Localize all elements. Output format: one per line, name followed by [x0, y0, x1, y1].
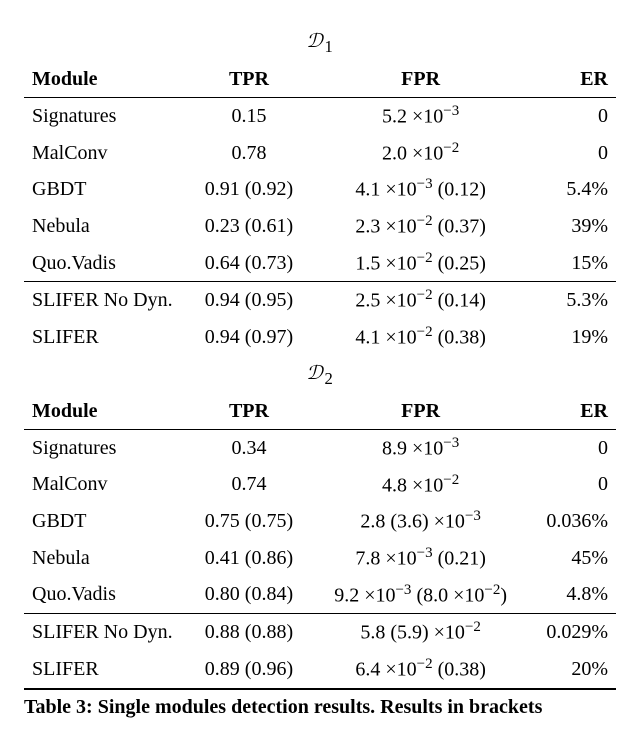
- column-header: TPR: [184, 394, 314, 430]
- column-header: Module: [24, 62, 184, 98]
- table-row: SLIFER No Dyn.0.94 (0.95)2.5 ×10−2 (0.14…: [24, 282, 616, 319]
- cell-er: 20%: [527, 651, 616, 689]
- cell-er: 5.4%: [527, 171, 616, 208]
- cell-tpr: 0.64 (0.73): [184, 245, 314, 282]
- cell-module: Nebula: [24, 540, 184, 577]
- table-body: 𝒟1ModuleTPRFPRERSignatures0.155.2 ×10−30…: [24, 24, 616, 689]
- cell-module: Quo.Vadis: [24, 245, 184, 282]
- table-row: MalConv0.782.0 ×10−20: [24, 135, 616, 172]
- cell-er: 0.036%: [527, 503, 616, 540]
- column-header: FPR: [314, 62, 527, 98]
- section-title: 𝒟2: [24, 356, 616, 394]
- cell-er: 0: [527, 467, 616, 504]
- cell-tpr: 0.23 (0.61): [184, 208, 314, 245]
- table-row: SLIFER0.94 (0.97)4.1 ×10−2 (0.38)19%: [24, 319, 616, 356]
- column-header: TPR: [184, 62, 314, 98]
- cell-fpr: 2.0 ×10−2: [314, 135, 527, 172]
- cell-tpr: 0.78: [184, 135, 314, 172]
- table-row: SLIFER0.89 (0.96)6.4 ×10−2 (0.38)20%: [24, 651, 616, 689]
- table-header-row: ModuleTPRFPRER: [24, 62, 616, 98]
- table-row: Quo.Vadis0.80 (0.84)9.2 ×10−3 (8.0 ×10−2…: [24, 577, 616, 614]
- cell-module: MalConv: [24, 135, 184, 172]
- table-row: SLIFER No Dyn.0.88 (0.88)5.8 (5.9) ×10−2…: [24, 614, 616, 651]
- cell-fpr: 2.3 ×10−2 (0.37): [314, 208, 527, 245]
- section-title: 𝒟1: [24, 24, 616, 62]
- cell-fpr: 1.5 ×10−2 (0.25): [314, 245, 527, 282]
- cell-fpr: 5.8 (5.9) ×10−2: [314, 614, 527, 651]
- cell-fpr: 5.2 ×10−3: [314, 98, 527, 135]
- cell-fpr: 7.8 ×10−3 (0.21): [314, 540, 527, 577]
- column-header: Module: [24, 394, 184, 430]
- table-header-row: ModuleTPRFPRER: [24, 394, 616, 430]
- cell-er: 39%: [527, 208, 616, 245]
- column-header: ER: [527, 394, 616, 430]
- column-header: ER: [527, 62, 616, 98]
- cell-er: 4.8%: [527, 577, 616, 614]
- table-row: Signatures0.348.9 ×10−30: [24, 429, 616, 466]
- cell-tpr: 0.91 (0.92): [184, 171, 314, 208]
- cell-tpr: 0.89 (0.96): [184, 651, 314, 689]
- cell-module: GBDT: [24, 503, 184, 540]
- table-row: Nebula0.23 (0.61)2.3 ×10−2 (0.37)39%: [24, 208, 616, 245]
- table-row: Signatures0.155.2 ×10−30: [24, 98, 616, 135]
- cell-er: 5.3%: [527, 282, 616, 319]
- cell-fpr: 2.8 (3.6) ×10−3: [314, 503, 527, 540]
- cell-er: 19%: [527, 319, 616, 356]
- cell-er: 0: [527, 98, 616, 135]
- cell-module: Nebula: [24, 208, 184, 245]
- cell-module: Signatures: [24, 429, 184, 466]
- cell-er: 0.029%: [527, 614, 616, 651]
- cell-fpr: 2.5 ×10−2 (0.14): [314, 282, 527, 319]
- cell-tpr: 0.41 (0.86): [184, 540, 314, 577]
- table-row: GBDT0.91 (0.92)4.1 ×10−3 (0.12)5.4%: [24, 171, 616, 208]
- cell-module: SLIFER: [24, 319, 184, 356]
- cell-fpr: 4.8 ×10−2: [314, 467, 527, 504]
- table-row: GBDT0.75 (0.75)2.8 (3.6) ×10−30.036%: [24, 503, 616, 540]
- table-row: Quo.Vadis0.64 (0.73)1.5 ×10−2 (0.25)15%: [24, 245, 616, 282]
- cell-er: 0: [527, 429, 616, 466]
- cell-tpr: 0.15: [184, 98, 314, 135]
- cell-tpr: 0.88 (0.88): [184, 614, 314, 651]
- cell-tpr: 0.75 (0.75): [184, 503, 314, 540]
- cell-module: SLIFER No Dyn.: [24, 614, 184, 651]
- column-header: FPR: [314, 394, 527, 430]
- cell-module: Signatures: [24, 98, 184, 135]
- detection-results-table: 𝒟1ModuleTPRFPRERSignatures0.155.2 ×10−30…: [24, 24, 616, 690]
- cell-tpr: 0.94 (0.97): [184, 319, 314, 356]
- table-row: Nebula0.41 (0.86)7.8 ×10−3 (0.21)45%: [24, 540, 616, 577]
- cell-er: 0: [527, 135, 616, 172]
- table-caption: Table 3: Single modules detection result…: [24, 696, 616, 719]
- cell-fpr: 4.1 ×10−3 (0.12): [314, 171, 527, 208]
- cell-er: 15%: [527, 245, 616, 282]
- cell-fpr: 8.9 ×10−3: [314, 429, 527, 466]
- cell-tpr: 0.80 (0.84): [184, 577, 314, 614]
- cell-er: 45%: [527, 540, 616, 577]
- cell-module: GBDT: [24, 171, 184, 208]
- cell-fpr: 4.1 ×10−2 (0.38): [314, 319, 527, 356]
- cell-module: Quo.Vadis: [24, 577, 184, 614]
- table-row: MalConv0.744.8 ×10−20: [24, 467, 616, 504]
- cell-module: MalConv: [24, 467, 184, 504]
- cell-tpr: 0.34: [184, 429, 314, 466]
- cell-fpr: 6.4 ×10−2 (0.38): [314, 651, 527, 689]
- cell-tpr: 0.94 (0.95): [184, 282, 314, 319]
- cell-tpr: 0.74: [184, 467, 314, 504]
- cell-fpr: 9.2 ×10−3 (8.0 ×10−2): [314, 577, 527, 614]
- cell-module: SLIFER: [24, 651, 184, 689]
- cell-module: SLIFER No Dyn.: [24, 282, 184, 319]
